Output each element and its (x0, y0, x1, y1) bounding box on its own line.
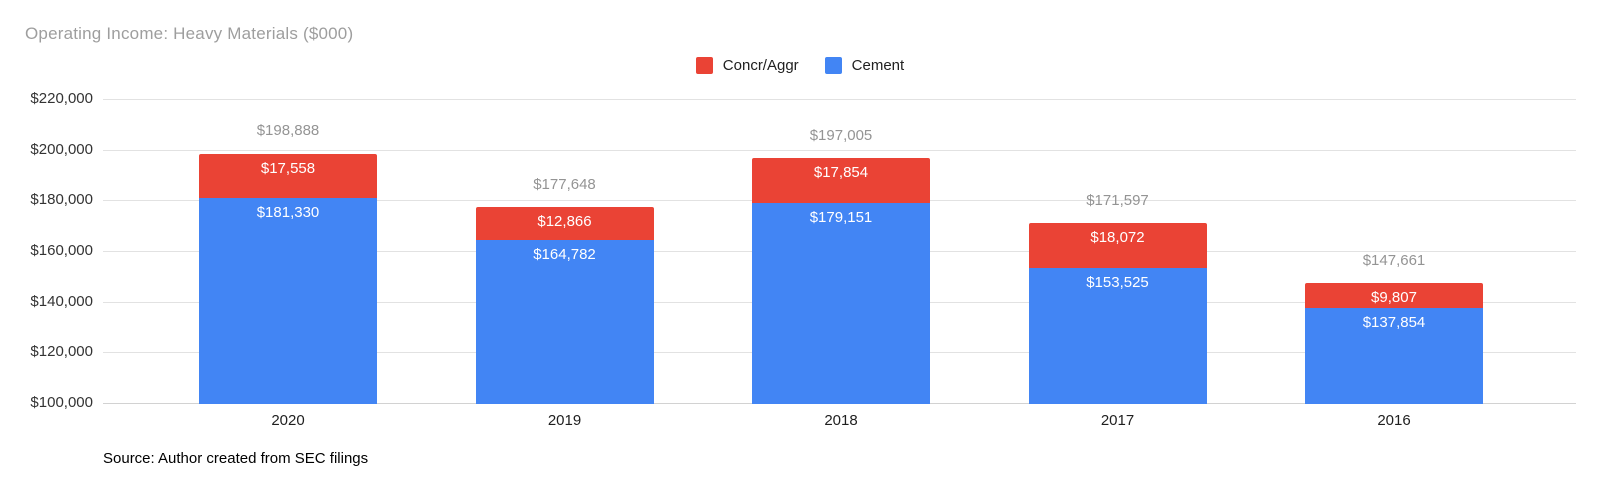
bar-group-2018: $197,005 $17,854 $179,151 (752, 127, 930, 404)
segment-label: $181,330 (256, 203, 320, 221)
segment-label: $18,072 (1090, 228, 1145, 246)
segment-concr-aggr: $17,558 (199, 153, 377, 198)
y-tick-label: $100,000 (30, 394, 93, 411)
y-tick-label: $180,000 (30, 191, 93, 208)
y-tick-label: $160,000 (30, 242, 93, 259)
legend-swatch-cement-icon (824, 57, 842, 74)
segment-label: $9,807 (1371, 289, 1417, 307)
segment-cement: $164,782 (475, 239, 654, 404)
y-axis: $220,000 $200,000 $180,000 $160,000 $140,000… (0, 90, 93, 411)
segment-concr-aggr: $12,866 (475, 207, 654, 240)
bar-group-2017: $171,597 $18,072 $153,525 (1028, 192, 1207, 404)
total-label: $147,661 (1362, 252, 1426, 270)
y-tick-label: $200,000 (30, 141, 93, 158)
chart-title: Operating Income: Heavy Materials ($000) (25, 24, 354, 43)
x-tick-label: 2019 (547, 412, 582, 429)
segment-concr-aggr: $18,072 (1028, 222, 1207, 269)
legend-label: Concr/Aggr (722, 57, 799, 74)
segment-concr-aggr: $9,807 (1305, 283, 1483, 309)
segment-concr-aggr: $17,854 (752, 158, 930, 204)
segment-label: $12,866 (537, 213, 592, 231)
y-tick-label: $140,000 (30, 293, 93, 310)
segment-label: $179,151 (809, 209, 873, 227)
bar-group-2019: $177,648 $12,866 $164,782 (475, 176, 654, 404)
segment-cement: $137,854 (1305, 308, 1483, 404)
legend-swatch-concr-aggr-icon (695, 57, 713, 74)
segment-label: $17,854 (813, 164, 869, 182)
segment-cement: $179,151 (752, 203, 930, 404)
total-label: $198,888 (256, 122, 320, 140)
segment-cement: $153,525 (1028, 268, 1207, 404)
x-tick-label: 2018 (824, 412, 858, 429)
segment-label: $164,782 (533, 245, 596, 263)
bar-group-2016: $147,661 $9,807 $137,854 (1305, 252, 1483, 404)
x-tick-label: 2020 (271, 412, 305, 429)
legend-item-concr-aggr: Concr/Aggr (695, 57, 799, 74)
segment-label: $137,854 (1362, 314, 1426, 332)
segment-cement: $181,330 (199, 197, 377, 404)
total-label: $197,005 (809, 127, 873, 145)
gridline (103, 99, 1576, 100)
legend-item-cement: Cement (824, 57, 905, 74)
source-note: Source: Author created from SEC filings (103, 450, 369, 467)
legend-label: Cement (851, 57, 905, 74)
x-tick-label: 2016 (1377, 412, 1411, 429)
y-tick-label: $220,000 (30, 90, 93, 107)
plot-area: $198,888 $17,558 $181,330 $177,648 $12,866 $1… (103, 99, 1576, 404)
total-label: $177,648 (533, 176, 596, 194)
y-tick-label: $120,000 (30, 343, 93, 360)
x-tick-label: 2017 (1100, 412, 1135, 429)
total-label: $171,597 (1086, 191, 1149, 209)
legend: Concr/Aggr Cement (0, 57, 1600, 74)
x-axis: 2020 2019 2018 2017 2016 (103, 412, 1576, 434)
gridline (103, 150, 1576, 151)
bar-group-2020: $198,888 $17,558 $181,330 (199, 122, 377, 404)
segment-label: $17,558 (260, 159, 316, 177)
segment-label: $153,525 (1086, 274, 1149, 292)
